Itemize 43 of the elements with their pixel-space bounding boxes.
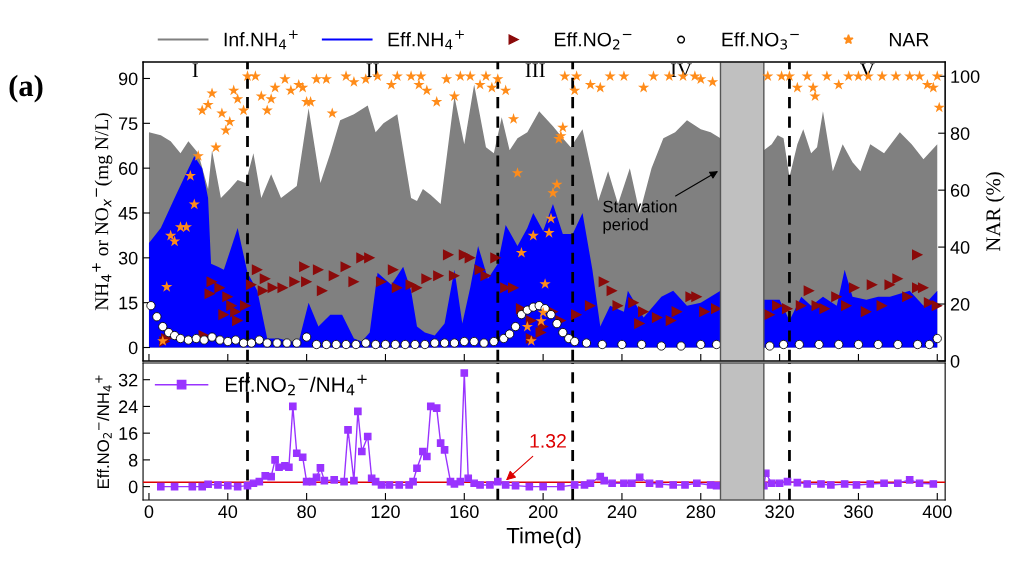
x-tick-label: 0 (144, 505, 154, 519)
x-tick-label: 200 (528, 505, 558, 519)
x-tick-label: 120 (371, 505, 400, 519)
annotation: I (192, 63, 199, 78)
y-tick-label: 75 (119, 117, 138, 131)
y2-tick-label: 0 (950, 354, 960, 368)
legend-label: NAR (889, 32, 929, 47)
x-tick-label: 240 (607, 505, 637, 519)
y2-tick-label: 20 (950, 297, 970, 311)
y-axis-title: NH$_{4}$$^{+}$ or NO$_{x}$$^{−}$(mg N/L) (92, 113, 113, 311)
x-tick-label: 280 (686, 505, 716, 519)
y-tick-label: 60 (119, 162, 138, 175)
y2-tick-label: 100 (951, 70, 980, 83)
legend-label: Eff.NH$_{4}$$^{+}$ (388, 30, 464, 50)
legend-label: Eff.NO$_{3}$$^{−}$ (722, 32, 799, 50)
y-tick-label: 8 (128, 453, 138, 467)
annotation: III (525, 63, 545, 78)
y-tick-label: 24 (119, 400, 138, 413)
x-axis-title: Time(d) (506, 527, 581, 548)
x-tick-label: 80 (297, 505, 316, 519)
y2-axis-title: NAR (%) (985, 172, 1005, 252)
ref-line-label: 1.32 (530, 434, 566, 448)
y2-tick-label: 40 (950, 241, 970, 254)
x-tick-label: 40 (218, 505, 238, 519)
x-tick-label: 360 (844, 505, 873, 519)
y-tick-label: 16 (119, 427, 138, 440)
legend-label: Inf.NH$_{4}$$^{+}$ (224, 30, 298, 50)
y-tick-label: 30 (118, 251, 138, 265)
y-tick-label: 32 (118, 373, 138, 387)
y-tick-label: 0 (128, 341, 138, 355)
y2-tick-label: 60 (950, 184, 970, 197)
y-axis-title: Eff.NO$_{2}$$^{−}$/NH$_{4}$$^{+}$ (95, 375, 112, 488)
text: (a) (9, 74, 43, 103)
x-tick-label: 400 (922, 505, 952, 519)
y-tick-label: 90 (118, 72, 138, 86)
x-tick-label: 320 (765, 505, 794, 519)
legend-label: Eff.NO$_{2}$$^{−}$/NH$_{4}$$^{+}$ (226, 374, 367, 396)
x-tick-label: 160 (450, 505, 479, 519)
y-tick-label: 45 (118, 207, 138, 220)
y-tick-label: 0 (128, 480, 138, 494)
legend-label: Eff.NO$_{2}$$^{−}$ (555, 32, 632, 50)
y-tick-label: 15 (119, 296, 138, 310)
y2-tick-label: 80 (950, 127, 970, 140)
